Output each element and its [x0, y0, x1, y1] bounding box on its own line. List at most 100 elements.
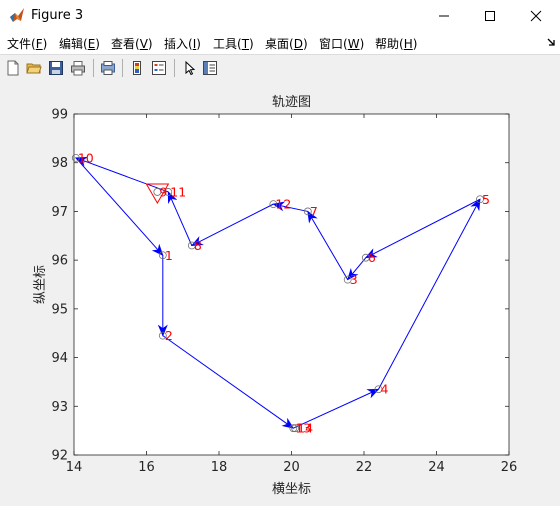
menu-help[interactable]: 帮助(H) — [375, 37, 418, 51]
toolbar-separator — [122, 59, 123, 77]
point-marker — [187, 241, 196, 250]
path-segment-arrow — [272, 201, 308, 212]
point-marker — [303, 207, 312, 216]
point-marker — [291, 424, 300, 433]
window-title-bar[interactable]: Figure 3 — [0, 0, 560, 32]
y-tick-label: 98 — [51, 156, 68, 171]
point-marker — [158, 331, 167, 340]
point-marker — [71, 153, 80, 162]
path-segment-arrow — [74, 156, 169, 193]
property-editor-button[interactable] — [200, 58, 220, 78]
property-editor-icon — [203, 61, 217, 75]
point-marker — [158, 251, 167, 260]
x-axis-label: 横坐标 — [272, 482, 311, 497]
x-tick-label: 24 — [428, 460, 445, 475]
save-button[interactable] — [46, 58, 66, 78]
x-tick-label: 18 — [211, 460, 228, 475]
new-file-icon — [7, 60, 19, 76]
point-label: 3 — [350, 272, 358, 287]
point-label: 5 — [482, 192, 490, 207]
x-tick-label: 26 — [501, 460, 518, 475]
point-marker — [343, 275, 352, 284]
x-tick-label: 22 — [356, 460, 373, 475]
insert-colorbar-button[interactable] — [127, 58, 147, 78]
point-label: 13 — [295, 421, 311, 436]
x-tick-label: 14 — [66, 460, 83, 475]
point-marker — [476, 195, 484, 204]
open-folder-icon — [26, 63, 42, 74]
dock-arrow-icon[interactable] — [546, 37, 556, 47]
plot-axes-box — [73, 113, 510, 456]
path-segment-arrow — [293, 388, 380, 429]
close-icon — [530, 10, 542, 22]
path-segment-arrow — [307, 210, 349, 280]
print-preview-button[interactable] — [98, 58, 118, 78]
menu-file[interactable]: 文件(F) — [7, 37, 48, 51]
minimize-icon — [439, 15, 449, 17]
y-tick-label: 99 — [51, 108, 68, 123]
chart-title: 轨迹图 — [272, 95, 311, 110]
menu-edit[interactable]: 编辑(E) — [59, 37, 100, 51]
edit-plot-button[interactable] — [179, 58, 199, 78]
minimize-button[interactable] — [421, 0, 467, 32]
print-icon — [71, 61, 85, 76]
window-title: Figure 3 — [31, 8, 84, 23]
point-marker — [153, 188, 162, 196]
toolbar-separator — [174, 59, 175, 77]
save-icon — [49, 61, 63, 75]
point-marker — [269, 200, 278, 209]
point-marker — [289, 424, 298, 433]
matlab-logo-icon — [10, 8, 24, 22]
legend-icon — [152, 61, 166, 75]
new-figure-button[interactable] — [3, 58, 23, 78]
y-axis-label: 纵坐标 — [33, 265, 48, 304]
point-label: 8 — [194, 238, 202, 253]
open-file-button[interactable] — [24, 58, 44, 78]
insert-legend-button[interactable] — [149, 58, 169, 78]
path-segment-arrow — [190, 203, 274, 246]
y-tick-label: 92 — [51, 449, 68, 464]
colorbar-icon — [133, 61, 141, 75]
start-triangle-marker — [145, 183, 170, 204]
point-label: 2 — [165, 328, 173, 343]
path-segment-arrow — [162, 335, 295, 429]
toolbar-separator — [93, 59, 94, 77]
path-segment-arrow — [378, 198, 481, 390]
menu-insert[interactable]: 插入(I) — [164, 37, 201, 51]
point-label: 7 — [310, 204, 318, 219]
point-marker — [164, 188, 173, 196]
y-tick-label: 93 — [51, 400, 68, 415]
x-tick-label: 20 — [283, 460, 300, 475]
path-segment-arrow — [75, 157, 164, 257]
print-button[interactable] — [68, 58, 88, 78]
maximize-icon — [485, 11, 495, 21]
point-label: 9 — [159, 184, 167, 199]
trajectory-chart[interactable]: 轨迹图 横坐标 纵坐标 14 16 18 20 22 24 2692939495969798… — [0, 82, 560, 502]
point-label: 14 — [297, 421, 313, 436]
figure-toolbar — [0, 54, 560, 83]
y-tick-label: 96 — [51, 254, 68, 269]
point-label: 12 — [275, 197, 291, 212]
point-marker — [361, 253, 370, 262]
x-tick-label: 16 — [138, 460, 155, 475]
point-marker — [374, 385, 383, 394]
maximize-button[interactable] — [467, 0, 513, 32]
pointer-icon — [185, 60, 196, 76]
point-label: 11 — [170, 184, 186, 199]
menu-window[interactable]: 窗口(W) — [319, 37, 365, 51]
menu-desktop[interactable]: 桌面(D) — [265, 37, 308, 51]
y-tick-label: 97 — [51, 205, 68, 220]
point-label: 1 — [165, 248, 173, 263]
y-tick-label: 95 — [51, 302, 68, 317]
path-segment-arrow — [347, 257, 367, 281]
point-label: 4 — [381, 382, 389, 397]
y-tick-label: 94 — [51, 351, 68, 366]
print-preview-icon — [101, 61, 115, 75]
menu-bar: 文件(F) 编辑(E) 查看(V) 插入(I) 工具(T) 桌面(D) 窗口(W… — [0, 32, 560, 54]
path-segment-arrow — [167, 191, 193, 246]
close-button[interactable] — [513, 0, 559, 32]
menu-view[interactable]: 查看(V) — [111, 37, 153, 51]
point-label: 6 — [368, 250, 376, 265]
menu-tools[interactable]: 工具(T) — [213, 37, 254, 51]
figure-canvas: 轨迹图 横坐标 纵坐标 14 16 18 20 22 24 26 92 93 94 95 96 97 98… — [0, 82, 560, 502]
